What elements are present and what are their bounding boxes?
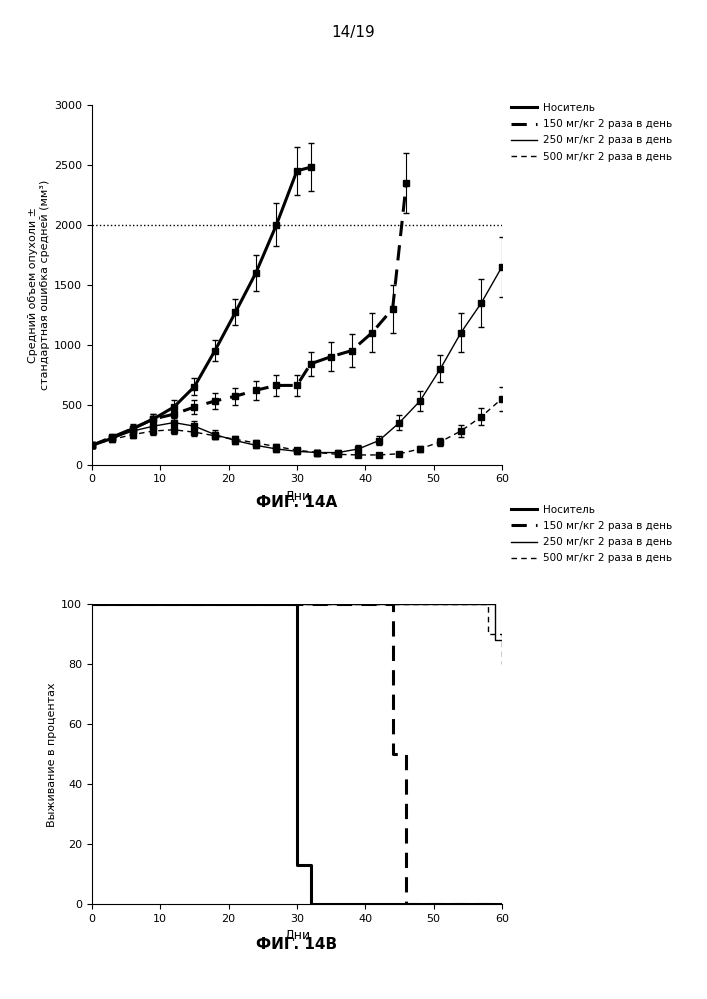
- Носитель: [306, 859, 315, 871]
- Line: 250 мг/кг 2 раза в день: 250 мг/кг 2 раза в день: [92, 604, 502, 640]
- Носитель: [293, 598, 301, 610]
- X-axis label: Дни: Дни: [284, 929, 310, 942]
- Y-axis label: Выживание в процентах: Выживание в процентах: [47, 682, 57, 826]
- Носитель: [88, 598, 96, 610]
- 500 мг/кг 2 раза в день: [88, 598, 96, 610]
- Text: ФИГ. 14В: ФИГ. 14В: [257, 937, 337, 952]
- Legend: Носитель, 150 мг/кг 2 раза в день, 250 мг/кг 2 раза в день, 500 мг/кг 2 раза в д: Носитель, 150 мг/кг 2 раза в день, 250 м…: [511, 504, 672, 563]
- 150 мг/кг 2 раза в день: [402, 898, 411, 910]
- 150 мг/кг 2 раза в день: [388, 598, 397, 610]
- Text: 14/19: 14/19: [332, 25, 375, 40]
- Line: Носитель: Носитель: [92, 604, 502, 904]
- Носитель: [293, 859, 301, 871]
- X-axis label: Дни: Дни: [284, 490, 310, 502]
- 250 мг/кг 2 раза в день: [491, 634, 499, 646]
- Line: 150 мг/кг 2 раза в день: 150 мг/кг 2 раза в день: [92, 604, 502, 904]
- Носитель: [306, 898, 315, 910]
- 250 мг/кг 2 раза в день: [491, 598, 499, 610]
- 500 мг/кг 2 раза в день: [498, 658, 506, 670]
- 150 мг/кг 2 раза в день: [498, 898, 506, 910]
- 500 мг/кг 2 раза в день: [484, 628, 493, 640]
- 150 мг/кг 2 раза в день: [388, 748, 397, 760]
- Y-axis label: Средний объем опухоли ±
стандартная ошибка средней (мм³): Средний объем опухоли ± стандартная ошиб…: [28, 180, 50, 390]
- Носитель: [498, 898, 506, 910]
- 250 мг/кг 2 раза в день: [498, 634, 506, 646]
- Line: 500 мг/кг 2 раза в день: 500 мг/кг 2 раза в день: [92, 604, 502, 664]
- 150 мг/кг 2 раза в день: [88, 598, 96, 610]
- 150 мг/кг 2 раза в день: [402, 748, 411, 760]
- 250 мг/кг 2 раза в день: [88, 598, 96, 610]
- Text: ФИГ. 14А: ФИГ. 14А: [257, 495, 337, 509]
- 500 мг/кг 2 раза в день: [484, 598, 493, 610]
- Legend: Носитель, 150 мг/кг 2 раза в день, 250 мг/кг 2 раза в день, 500 мг/кг 2 раза в д: Носитель, 150 мг/кг 2 раза в день, 250 м…: [511, 103, 672, 162]
